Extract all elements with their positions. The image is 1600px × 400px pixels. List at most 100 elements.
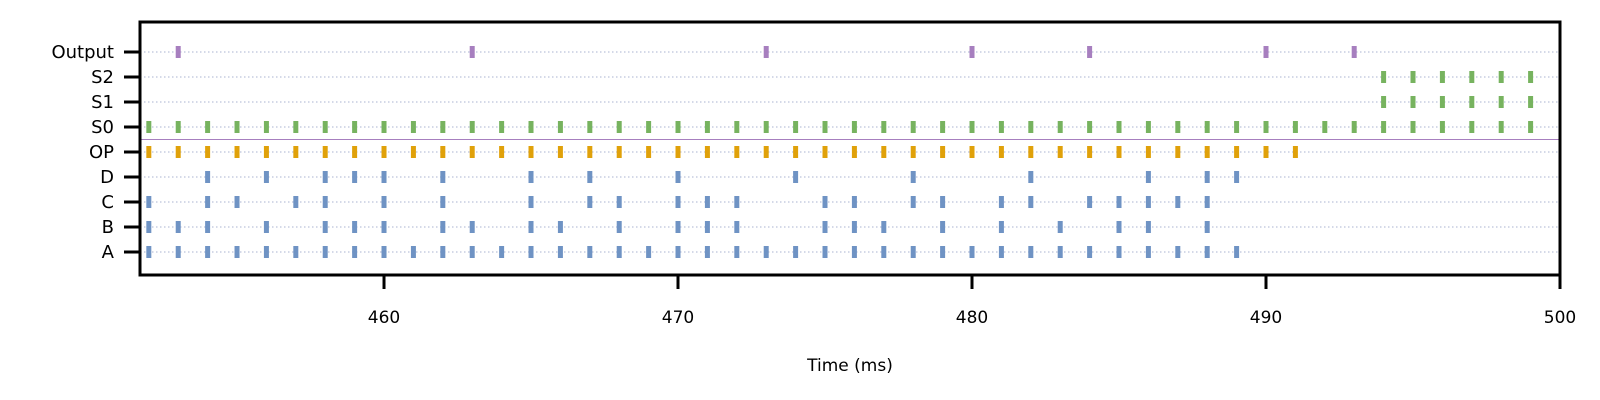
spike-s0 <box>322 121 328 133</box>
y-tick-label-a: A <box>102 242 115 263</box>
spike-s0 <box>146 121 152 133</box>
spike-a <box>469 246 475 258</box>
spike-a <box>881 246 887 258</box>
spike-a <box>734 246 740 258</box>
spike-op <box>410 146 416 158</box>
spike-op <box>1116 146 1122 158</box>
spike-op <box>352 146 358 158</box>
spike-s0 <box>646 121 652 133</box>
spike-b <box>704 221 710 233</box>
x-tick-label: 500 <box>1544 308 1576 328</box>
row-gridlines <box>140 51 1560 253</box>
spike-s1 <box>1469 96 1475 108</box>
spike-a <box>352 246 358 258</box>
spike-s2 <box>1439 71 1445 83</box>
spike-output <box>1087 46 1093 58</box>
spike-s0 <box>234 121 240 133</box>
spike-op <box>469 146 475 158</box>
x-tick-label: 460 <box>368 308 400 328</box>
spike-a <box>940 246 946 258</box>
x-tick-label: 470 <box>662 308 694 328</box>
spike-s0 <box>587 121 593 133</box>
spike-c <box>1204 196 1210 208</box>
spike-b <box>881 221 887 233</box>
spike-op <box>263 146 269 158</box>
spike-d <box>263 171 269 183</box>
spike-s0 <box>293 121 299 133</box>
spike-s1 <box>1439 96 1445 108</box>
spike-d <box>205 171 211 183</box>
spike-s0 <box>469 121 475 133</box>
spike-a <box>1028 246 1034 258</box>
spike-op <box>1263 146 1269 158</box>
spike-a <box>410 246 416 258</box>
spike-d <box>322 171 328 183</box>
spike-op <box>1234 146 1240 158</box>
spike-s0 <box>1498 121 1504 133</box>
spike-a <box>851 246 857 258</box>
spike-s1 <box>1410 96 1416 108</box>
spike-output <box>763 46 769 58</box>
spike-b <box>1204 221 1210 233</box>
spike-a <box>675 246 681 258</box>
spike-d <box>910 171 916 183</box>
spike-c <box>822 196 828 208</box>
spike-s2 <box>1469 71 1475 83</box>
spike-a <box>822 246 828 258</box>
x-axis-ticks: 460 470 480 490 500 <box>368 275 1576 328</box>
spike-a <box>616 246 622 258</box>
spike-op <box>616 146 622 158</box>
spike-b <box>440 221 446 233</box>
spike-c <box>704 196 710 208</box>
y-tick-label-s1: S1 <box>91 92 114 113</box>
spike-b <box>734 221 740 233</box>
spike-c <box>734 196 740 208</box>
spike-b <box>822 221 828 233</box>
spike-c <box>910 196 916 208</box>
spike-a <box>528 246 534 258</box>
spike-a <box>381 246 387 258</box>
spike-c <box>146 196 152 208</box>
spike-a <box>1234 246 1240 258</box>
spike-s0 <box>1116 121 1122 133</box>
spike-op <box>822 146 828 158</box>
spike-s1 <box>1498 96 1504 108</box>
spike-b <box>998 221 1004 233</box>
spike-op <box>557 146 563 158</box>
spike-b <box>557 221 563 233</box>
spike-s0 <box>1469 121 1475 133</box>
spike-s0 <box>1410 121 1416 133</box>
spike-s0 <box>1057 121 1063 133</box>
spike-s2 <box>1410 71 1416 83</box>
spike-s0 <box>352 121 358 133</box>
spike-op <box>1175 146 1181 158</box>
spike-s0 <box>793 121 799 133</box>
spike-d <box>1204 171 1210 183</box>
spike-c <box>381 196 387 208</box>
spike-s0 <box>499 121 505 133</box>
spike-b <box>1145 221 1151 233</box>
spike-op <box>1145 146 1151 158</box>
spike-output <box>1263 46 1269 58</box>
spike-c <box>616 196 622 208</box>
spike-op <box>675 146 681 158</box>
spike-s0 <box>1204 121 1210 133</box>
spike-s0 <box>381 121 387 133</box>
spike-s1 <box>1381 96 1387 108</box>
spike-c <box>1087 196 1093 208</box>
spike-c <box>675 196 681 208</box>
spike-b <box>675 221 681 233</box>
spike-b <box>851 221 857 233</box>
spike-b <box>322 221 328 233</box>
x-tick-label: 490 <box>1250 308 1282 328</box>
spike-c <box>293 196 299 208</box>
y-tick-label-c: C <box>101 192 114 213</box>
spike-d <box>1234 171 1240 183</box>
spike-a <box>1116 246 1122 258</box>
spike-c <box>1145 196 1151 208</box>
spike-s0 <box>851 121 857 133</box>
spike-op <box>440 146 446 158</box>
spike-a <box>763 246 769 258</box>
spike-op <box>763 146 769 158</box>
spike-op <box>1057 146 1063 158</box>
